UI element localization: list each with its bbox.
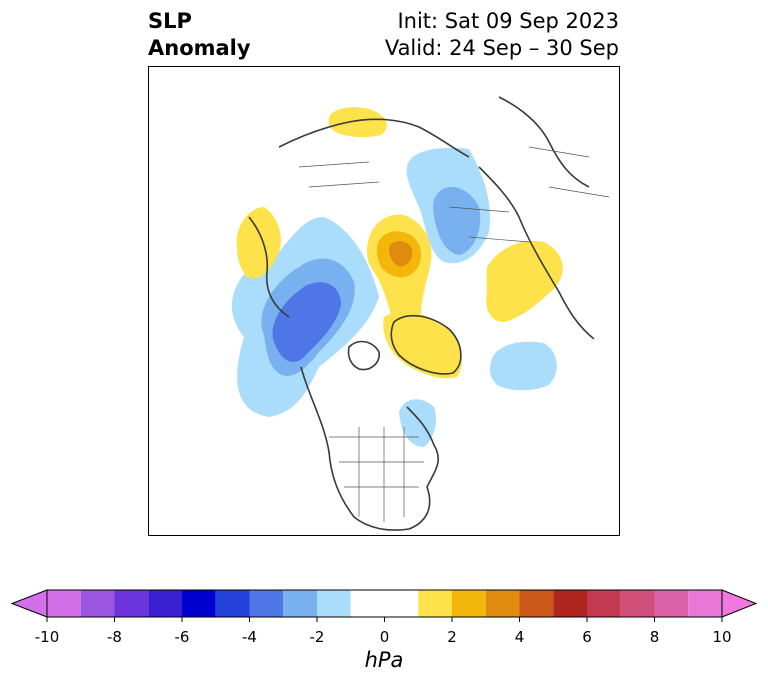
colorbar-under-arrow	[10, 589, 48, 618]
anomaly-asia-high	[328, 107, 387, 138]
colorbar-bin-15	[587, 590, 621, 617]
colorbar-tick-label-9: 8	[649, 628, 660, 646]
colorbar-bin-0	[47, 590, 81, 617]
colorbar-bin-1	[80, 590, 115, 617]
colorbar-bin-18	[688, 590, 722, 617]
colorbar-tick-label-8: 6	[582, 628, 592, 646]
colorbar-bin-13	[519, 590, 554, 617]
colorbar-bin-2	[114, 590, 149, 617]
anomaly-atlantic-low	[489, 341, 557, 391]
coastlines	[248, 96, 595, 531]
positive-anomaly-fills	[236, 107, 563, 379]
colorbar-unit: hPa	[364, 648, 404, 672]
init-date: Init: Sat 09 Sep 2023	[397, 9, 619, 33]
colorbar-tick-label-6: 2	[447, 628, 457, 646]
eurasia-coast	[478, 166, 595, 340]
colorbar-tick-label-4: -2	[309, 628, 325, 646]
eurasia-borders	[298, 146, 610, 243]
colorbar-tick-label-0: -10	[34, 628, 60, 646]
asia-east-coast	[498, 96, 590, 188]
map-panel	[148, 66, 620, 536]
anomaly-map	[231, 96, 610, 531]
colorbar-bin-16	[620, 590, 655, 617]
colorbar-bin-11	[452, 590, 486, 617]
map-title: SLP Anomaly	[148, 8, 251, 62]
colorbar-tick-label-7: 4	[514, 628, 525, 646]
colorbar-bin-17	[654, 590, 689, 617]
colorbar-bin-5	[215, 590, 250, 617]
anomaly-eurasia-high	[486, 240, 563, 322]
colorbar-tick-label-1: -8	[107, 628, 122, 646]
title-line-1: SLP	[148, 9, 192, 33]
political-borders	[298, 146, 610, 522]
colorbar-bin-10	[418, 590, 452, 617]
colorbar-bin-14	[553, 590, 587, 617]
anomaly-west-low-3	[272, 282, 341, 362]
colorbar-bin-6	[249, 590, 284, 617]
anomaly-hudson-low	[399, 399, 436, 447]
us-state-borders	[329, 427, 424, 522]
europe-coast	[278, 118, 470, 158]
north-america-coast	[300, 366, 439, 531]
anomaly-alaska-high	[236, 207, 281, 279]
greenland-coast	[390, 314, 462, 375]
colorbar-bin-7	[283, 590, 317, 617]
colorbar-bin-8	[317, 590, 351, 617]
anomaly-east-low-2	[433, 187, 481, 255]
arctic-islands	[347, 340, 381, 371]
colorbar-bin-4	[182, 590, 216, 617]
colorbar-bin-12	[485, 590, 520, 617]
anomaly-arctic-high-core	[389, 241, 413, 267]
anomaly-greenland-high	[383, 311, 462, 379]
colorbar-tick-label-3: -4	[242, 628, 257, 646]
colorbar-tick-label-2: -6	[174, 628, 190, 646]
colorbar-tick-label-10: 10	[712, 628, 732, 646]
alaska-coast	[248, 216, 290, 318]
colorbar-over-arrow	[721, 589, 758, 618]
title-line-2: Anomaly	[148, 36, 251, 60]
colorbar-tick-label-5: 0	[379, 628, 390, 646]
colorbar-bin-3	[148, 590, 182, 617]
colorbar-bin-9	[350, 590, 419, 617]
colorbar	[10, 589, 758, 622]
date-info: Init: Sat 09 Sep 2023 Valid: 24 Sep – 30…	[385, 8, 619, 62]
valid-range: Valid: 24 Sep – 30 Sep	[384, 36, 619, 60]
